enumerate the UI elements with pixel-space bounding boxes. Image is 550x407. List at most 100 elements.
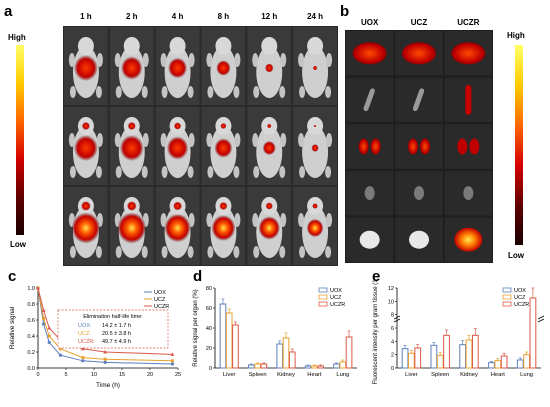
bar-uox <box>219 303 227 369</box>
mouse-head <box>123 37 140 55</box>
mouse-forelimb <box>160 133 167 147</box>
colorbar-b-low: Low <box>508 251 524 260</box>
legend-swatch <box>318 287 328 293</box>
data-point <box>42 316 46 320</box>
y-tick-label: 0.4 <box>27 334 35 340</box>
timepoint-label: 24 h <box>307 12 324 21</box>
mouse-hindlimb <box>141 246 148 258</box>
bar-uczr <box>317 365 324 369</box>
bar-uczr <box>443 334 450 369</box>
bar-uox <box>248 364 255 369</box>
data-point <box>47 326 52 330</box>
mouse-hindlimb <box>115 86 122 98</box>
mouse-forelimb <box>96 133 103 147</box>
mouse-head <box>261 37 278 55</box>
fluorescence-signal <box>126 201 137 211</box>
liver-organ <box>402 42 436 65</box>
mouse-hindlimb <box>161 246 168 258</box>
halflife-row-value: 20.5 ± 3.8 h <box>102 331 131 337</box>
spleen-organ <box>363 88 375 112</box>
category-label: Kidney <box>460 372 478 378</box>
mouse-hindlimb <box>299 246 306 258</box>
bar-ucz <box>523 354 530 369</box>
x-tick-label: 20 <box>147 372 153 378</box>
mouse-hindlimb <box>325 86 332 98</box>
colorbar-b-high: High <box>507 31 525 40</box>
mouse-forelimb <box>96 53 103 67</box>
bar-uox <box>333 363 340 369</box>
mouse-head <box>77 37 94 55</box>
y-tick-label: 6 <box>391 326 394 332</box>
fluorescence-signal <box>119 135 144 161</box>
y-tick-label: 0.2 <box>27 350 35 356</box>
heart-organ <box>414 186 424 201</box>
y-tick-label: 10 <box>388 299 394 305</box>
x-tick-label: 15 <box>119 372 125 378</box>
fluorescence-signal <box>120 56 143 80</box>
organ-cell <box>395 124 443 169</box>
kidney-organ <box>408 138 418 155</box>
halflife-row-label: UOX: <box>78 323 92 329</box>
legend-label: UCZR <box>154 304 169 310</box>
y-tick-label: 80 <box>206 286 212 292</box>
mouse-forelimb <box>252 53 259 67</box>
mouse-forelimb <box>298 133 305 147</box>
organ-imaging-grid <box>345 30 493 263</box>
mouse-hindlimb <box>141 166 148 178</box>
legend-swatch <box>502 301 512 307</box>
x-tick-label: 5 <box>64 372 67 378</box>
mouse-imaging-grid <box>63 26 338 266</box>
bar-uczr <box>529 297 537 369</box>
mouse-forelimb <box>280 53 287 67</box>
y-axis-label: Relative signal per organ (%) <box>193 289 199 366</box>
kidney-organ <box>469 138 480 155</box>
bar-uox <box>304 365 312 369</box>
liver-organ <box>451 42 486 65</box>
legend-swatch <box>502 287 512 293</box>
mouse-forelimb <box>280 213 287 227</box>
mouse-forelimb <box>326 213 333 227</box>
fluorescence-signal <box>220 123 227 129</box>
bar-uox <box>516 359 524 369</box>
mouse-forelimb <box>326 133 333 147</box>
fluorescence-signal <box>81 201 91 211</box>
bar-uox <box>488 362 495 369</box>
x-tick-label: 25 <box>175 372 181 378</box>
fluorescence-signal <box>73 55 98 81</box>
bar-uox <box>276 343 284 369</box>
y-tick-label: 0.8 <box>27 302 35 308</box>
panel-label-a: a <box>4 3 13 20</box>
bar-ucz <box>254 363 261 369</box>
mouse-forelimb <box>114 133 121 147</box>
halflife-row-value: 14.2 ± 1.7 h <box>102 323 131 329</box>
category-label: Heart <box>307 372 322 378</box>
fluorescence-signal <box>262 140 276 156</box>
x-tick-label: 10 <box>91 372 97 378</box>
y-tick-label: 1.0 <box>27 286 35 292</box>
mouse-hindlimb <box>95 166 102 178</box>
panel-label-c: c <box>8 268 17 285</box>
fluorescence-signal <box>258 216 281 240</box>
legend-label: UOX <box>154 290 166 296</box>
legend-swatch <box>502 294 512 300</box>
bar-ucz <box>282 337 290 369</box>
fluorescence-signal <box>214 138 233 158</box>
mouse-body <box>302 126 329 178</box>
panel-label-e: e <box>372 268 381 285</box>
fluorescence-signal <box>166 136 189 160</box>
fluorescence-signal <box>211 215 236 241</box>
spleen-organ <box>465 84 472 115</box>
mouse-hindlimb <box>253 86 260 98</box>
axis-break <box>537 315 545 320</box>
mouse-head <box>307 37 324 55</box>
timepoint-label: 8 h <box>217 12 230 21</box>
data-point <box>103 360 107 364</box>
y-tick-label: 0 <box>391 366 394 372</box>
legend-label: UOX <box>514 288 526 294</box>
mouse-hindlimb <box>187 166 194 178</box>
mouse-forelimb <box>188 133 195 147</box>
data-point <box>36 286 40 290</box>
mouse-forelimb <box>234 213 241 227</box>
legend-label: UCZ <box>514 295 526 301</box>
x-tick-label: 0 <box>36 372 39 378</box>
